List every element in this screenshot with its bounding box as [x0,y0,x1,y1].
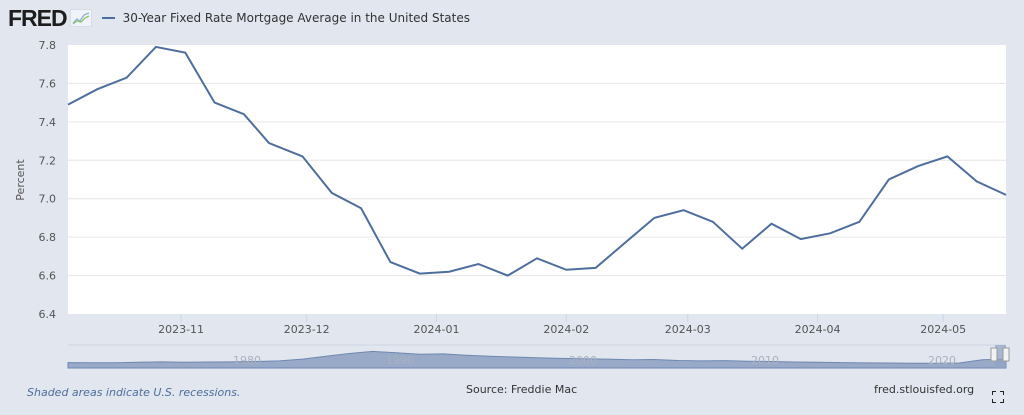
navigator-handle-right[interactable] [1002,347,1010,362]
navigator-area [67,350,1007,369]
y-tick-label: 6.6 [39,270,57,283]
y-tick-label: 6.4 [39,308,57,321]
x-tick-label: 2024-03 [665,323,711,336]
site-link[interactable]: fred.stlouisfed.org [874,383,975,396]
y-tick-label: 7.2 [39,154,57,167]
y-tick-label: 7.0 [39,193,57,206]
recessions-note: Shaded areas indicate U.S. recessions. [27,386,241,399]
y-tick-label: 7.8 [39,39,57,52]
y-tick-label: 7.4 [39,116,57,129]
navigator-year-label: 2000 [569,354,597,367]
y-axis-label: Percent [14,159,27,201]
y-axis-ticks: 6.4 6.6 6.8 7.0 7.2 7.4 7.6 7.8 [39,39,57,321]
chart-header: FRED 30-Year Fixed Rate Mortgage Average… [8,4,470,32]
series-line[interactable] [67,45,1007,277]
x-axis-ticks: 2023-11 2023-12 2024-01 2024-02 2024-03 2024-… [158,314,966,336]
fred-logo[interactable]: FRED [8,4,68,31]
y-tick-label: 7.6 [39,77,57,90]
navigator-handle-left[interactable] [990,347,998,362]
x-tick-label: 2024-02 [543,323,589,336]
fullscreen-icon[interactable] [991,388,1005,404]
legend-series-label[interactable]: 30-Year Fixed Rate Mortgage Average in t… [122,11,470,25]
gridlines [68,82,1006,277]
chart-line-icon [69,9,92,27]
navigator-year-label: 2010 [751,354,779,367]
x-tick-label: 2024-01 [414,323,460,336]
legend-line-swatch [101,17,115,19]
navigator[interactable]: 1980 1990 2000 2010 2020 [67,344,1010,369]
navigator-year-label: 1980 [233,354,261,367]
navigator-selected-range[interactable] [995,345,1006,368]
x-tick-label: 2023-11 [158,323,204,336]
y-tick-label: 6.8 [39,231,57,244]
x-tick-label: 2024-05 [920,323,966,336]
source-label: Source: Freddie Mac [466,383,578,396]
x-tick-label: 2024-04 [795,323,841,336]
navigator-labels: 1980 1990 2000 2010 2020 [233,354,956,367]
navigator-year-label: 2020 [928,354,956,367]
plot-area [68,45,1006,314]
x-tick-label: 2023-12 [284,323,330,336]
navigator-year-label: 1990 [386,354,414,367]
